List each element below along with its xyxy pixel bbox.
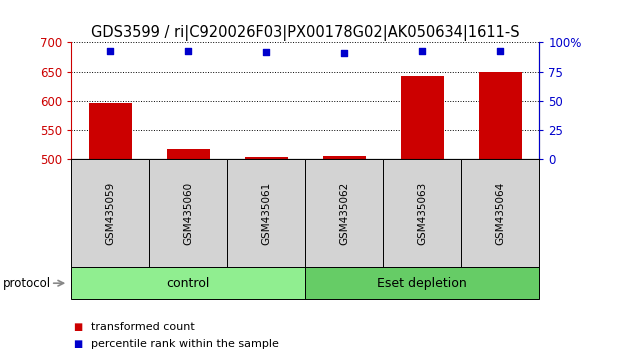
Text: protocol: protocol (3, 277, 51, 290)
Text: control: control (167, 277, 210, 290)
Point (495, 48, 505, 53)
Text: ■: ■ (73, 322, 82, 332)
Text: GSM435061: GSM435061 (262, 182, 272, 245)
Text: ■: ■ (73, 339, 82, 349)
Bar (89, 103, 132, 159)
Text: Eset depletion: Eset depletion (378, 277, 467, 290)
Point (105, 48, 115, 53)
Text: transformed count: transformed count (91, 322, 194, 332)
Point (184, 48, 193, 53)
Title: GDS3599 / ri|C920026F03|PX00178G02|AK050634|1611-S: GDS3599 / ri|C920026F03|PX00178G02|AK050… (91, 25, 520, 41)
Text: GSM435059: GSM435059 (105, 182, 115, 245)
Bar (245, 157, 288, 159)
Bar (167, 149, 210, 159)
Bar (401, 76, 444, 159)
Point (417, 48, 427, 53)
Text: GSM435064: GSM435064 (495, 182, 505, 245)
Text: percentile rank within the sample: percentile rank within the sample (91, 339, 278, 349)
Point (339, 50, 349, 56)
Bar (323, 156, 366, 159)
Text: GSM435060: GSM435060 (184, 182, 193, 245)
Text: GSM435062: GSM435062 (339, 182, 349, 245)
Text: GSM435063: GSM435063 (417, 182, 427, 245)
Bar (479, 72, 522, 159)
Point (262, 49, 272, 55)
